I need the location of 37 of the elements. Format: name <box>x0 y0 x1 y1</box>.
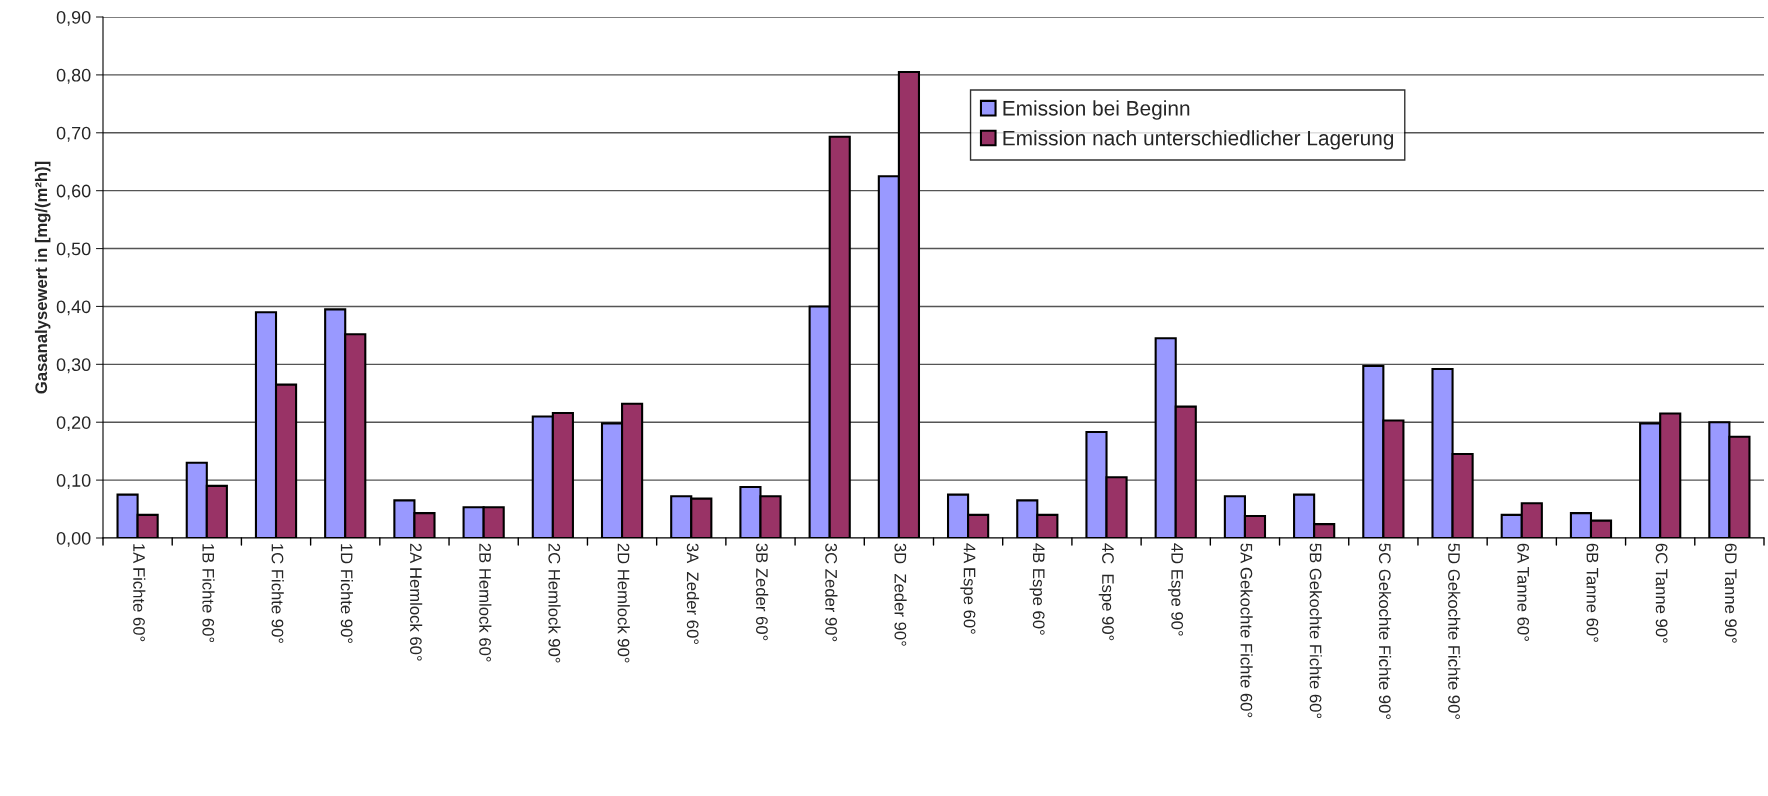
x-tick-label: 4C Espe 90° <box>1098 543 1114 641</box>
y-tick-label: 0,00 <box>56 531 91 547</box>
x-tick-label: 4A Espe 60° <box>960 543 976 634</box>
y-tick-label: 0,50 <box>56 242 91 258</box>
y-tick-label: 0,70 <box>56 126 91 142</box>
x-tick-label: 2C Hemlock 90° <box>548 543 561 663</box>
x-tick-label: 6B Tanne 60° <box>1586 543 1599 642</box>
x-tick-label: 4B Espe 60° <box>1029 543 1045 635</box>
x-tick-label: 3C Zeder 90° <box>825 543 838 642</box>
y-axis-title: Gasanalysewert in [mg/(m²h)] <box>34 161 51 394</box>
x-tick-label: 3B Zeder 60° <box>756 543 769 641</box>
x-tick-label: 1C Fichte 90° <box>271 544 284 644</box>
x-tick-label: 6A Tanne 60° <box>1517 543 1530 641</box>
x-tick-label: 1B Fichte 60° <box>202 544 215 643</box>
x-tick-label: 5A Gekochte Fichte 60° <box>1240 543 1253 718</box>
x-tick-label: 1D Fichte 90° <box>340 544 353 644</box>
x-tick-label: 2B Hemlock 60° <box>479 543 492 662</box>
y-tick-label: 0,30 <box>56 358 91 374</box>
x-tick-label: 2D Hemlock 90° <box>617 543 630 663</box>
legend-label: Emission nach unterschiedlicher Lagerung <box>1003 130 1394 150</box>
x-tick-label: 3A Zeder 60° <box>686 543 700 644</box>
x-tick-label: 6D Tanne 90° <box>1724 543 1737 643</box>
y-tick-label: 0,20 <box>56 416 91 432</box>
x-tick-label: 1A Fichte 60° <box>133 544 146 642</box>
x-tick-label: 3D Zeder 90° <box>894 543 907 646</box>
x-tick-label: 5B Gekochte Fichte 60° <box>1309 543 1322 719</box>
x-tick-label: 2A Hemlock 60° <box>409 543 423 661</box>
x-tick-label: 4D Espe 90° <box>1167 543 1184 636</box>
legend-label: Emission bei Beginn <box>1003 100 1190 120</box>
y-tick-label: 0,40 <box>56 300 91 316</box>
y-tick-label: 0,10 <box>56 474 91 489</box>
x-tick-label: 5C Gekochte Fichte 90° <box>1378 543 1392 719</box>
y-tick-label: 0,60 <box>56 184 91 200</box>
y-tick-label: 0,90 <box>56 10 91 26</box>
y-tick-label: 0,80 <box>56 68 91 84</box>
x-tick-label: 6C Tanne 90° <box>1655 543 1668 643</box>
x-tick-label: 5D Gekochte Fichte 90° <box>1448 543 1461 719</box>
